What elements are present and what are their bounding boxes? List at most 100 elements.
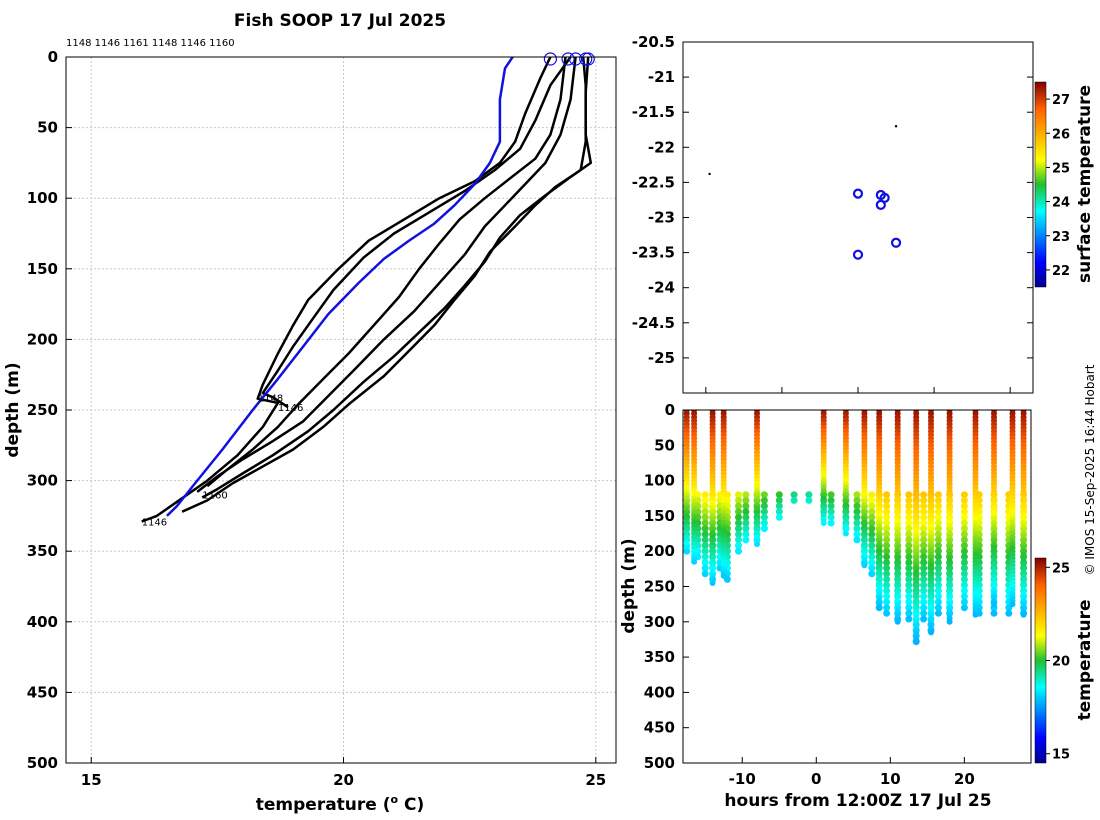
profile-line-1146: [141, 57, 552, 523]
temperature-sample: [775, 502, 783, 510]
temperature-sample: [868, 525, 876, 533]
temperature-sample: [920, 575, 928, 583]
profile-line-1161: [196, 57, 577, 493]
y-tick-label: -23.5: [632, 244, 675, 262]
temperature-sample: [701, 559, 709, 566]
temperature-sample: [913, 636, 920, 643]
y-tick-label: 500: [27, 754, 58, 772]
temperature-sample: [883, 598, 891, 606]
temperature-sample: [868, 570, 876, 578]
temperature-sample: [701, 530, 709, 538]
profile-line-1148: [261, 57, 572, 409]
chart-title: Fish SOOP 17 Jul 2025: [234, 11, 446, 31]
profiles: [141, 57, 593, 523]
temperature-sample: [905, 547, 913, 555]
temperature-sample: [827, 513, 835, 521]
x-tick-label: 0: [811, 770, 821, 788]
y-tick-label: -20.5: [632, 33, 675, 51]
temperature-sample: [934, 564, 942, 572]
temperature-sample: [920, 609, 928, 617]
temperature-sample: [742, 530, 750, 538]
temperature-sample: [742, 525, 750, 533]
temperature-sample: [742, 508, 750, 516]
temperature-sample: [920, 502, 928, 510]
surface-marker: [543, 52, 558, 66]
temperature-sample: [934, 525, 942, 533]
temperature-sample: [754, 541, 760, 548]
temperature-sample: [883, 604, 891, 612]
y-tick-label: 300: [27, 472, 58, 490]
temperature-sample: [928, 629, 934, 636]
temperature-sample: [920, 542, 928, 550]
temperature-sample: [934, 559, 942, 566]
temperature-sample: [991, 601, 997, 608]
profile-label: 1146: [278, 403, 303, 414]
temperature-sample: [934, 553, 942, 561]
temperature-sample: [742, 496, 750, 504]
temperature-sample: [905, 570, 913, 578]
profile-line-mean: [166, 57, 514, 517]
colorbar-tick-label: 25: [1052, 161, 1070, 176]
temperature-sample: [960, 547, 968, 555]
colorbar-tick-label: 24: [1052, 196, 1070, 211]
temperature-sample: [960, 508, 968, 516]
temperature-sample: [883, 575, 891, 583]
temperature-sample: [905, 502, 913, 510]
temperature-sample: [905, 513, 913, 521]
temperature-sample: [805, 491, 813, 499]
temperature-sample: [883, 587, 891, 595]
temperature-sample: [742, 513, 750, 521]
temperature-sample: [960, 575, 968, 583]
temperature-sample: [775, 508, 783, 516]
plot-frame: [682, 41, 1034, 394]
temperature-sample: [735, 542, 742, 550]
temperature-sample: [883, 508, 891, 516]
temperature-sample: [853, 536, 861, 544]
temperature-sample: [920, 587, 928, 595]
temperature-sample: [920, 592, 928, 600]
temperature-sample: [934, 502, 942, 510]
temperature-sample: [920, 513, 928, 521]
temperature-sample: [853, 519, 861, 527]
temperature-sample: [775, 491, 783, 499]
temperature-sample: [960, 559, 968, 566]
temperature-sample: [990, 609, 998, 617]
temperature-sample: [920, 553, 928, 561]
y-tick-label: 450: [27, 683, 58, 701]
colorbar-label: surface temperature: [1075, 85, 1095, 283]
colorbar: [1034, 557, 1047, 764]
temperature-sample: [720, 572, 727, 579]
y-tick-label: -23: [648, 209, 675, 227]
temperature-sample: [701, 491, 709, 499]
temperature-sample: [742, 536, 750, 544]
temperature-sample: [853, 530, 861, 538]
temperature-sample: [701, 536, 709, 544]
temperature-sample: [905, 592, 913, 600]
temperature-sample: [760, 519, 768, 527]
y-tick-label: 400: [644, 683, 675, 701]
temperature-sample: [883, 581, 891, 589]
temperature-sample: [960, 604, 968, 612]
colorbar-tick-label: 22: [1052, 264, 1070, 279]
temperature-sample: [1009, 601, 1016, 608]
temperature-sample: [883, 570, 891, 578]
temperature-sample: [827, 502, 835, 510]
y-tick-label: -21: [648, 68, 675, 86]
temperature-sample: [735, 525, 742, 533]
plot-frame: [682, 409, 1032, 764]
colorbar-label: temperature: [1075, 599, 1095, 720]
temperature-sample: [701, 513, 709, 521]
temperature-sample: [735, 530, 742, 538]
temperature-sample: [868, 559, 876, 566]
y-tick-label: -22.5: [632, 173, 675, 191]
temperature-sample: [920, 530, 928, 538]
temperature-sample: [883, 496, 891, 504]
temperature-sample: [868, 530, 876, 538]
y-tick-label: -21.5: [632, 103, 675, 121]
temperature-sample: [883, 513, 891, 521]
temperature-sample: [960, 530, 968, 538]
temperature-sample: [868, 491, 876, 499]
cast-location-marker: [852, 249, 864, 260]
